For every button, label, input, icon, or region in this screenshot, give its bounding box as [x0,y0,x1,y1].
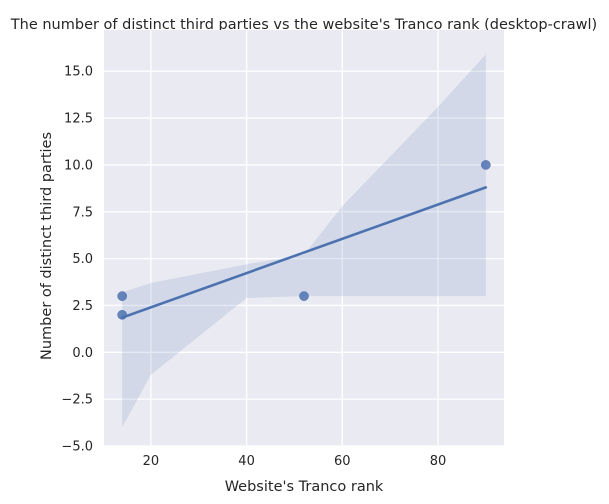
y-tick-label: 12.5 [64,112,93,127]
scatter-point [480,160,491,170]
y-axis-label: Number of distinct third parties [39,132,55,360]
x-tick-label: 60 [334,454,351,469]
regression-line-group [120,186,488,319]
x-axis-label: Website's Tranco rank [225,479,384,495]
chart-title: The number of distinct third parties vs … [10,17,597,33]
scatter-points [117,160,491,320]
y-tick-label: 10.0 [64,158,93,173]
scatter-point [299,291,309,301]
y-tick-label: −5.0 [61,440,93,455]
x-tick-label: 40 [238,454,255,469]
scatter-point [117,309,128,320]
y-tick-label: 2.5 [72,299,93,314]
y-tick-label: 0.0 [72,346,93,361]
confidence-band-area [122,54,486,428]
x-tick-labels: 20 40 60 80 [143,454,447,469]
y-tick-label: −2.5 [61,393,93,408]
x-tick-label: 80 [430,454,447,469]
regression-line [120,186,488,319]
grid-lines [104,30,504,447]
y-tick-label: 5.0 [72,252,93,267]
x-tick-label: 20 [143,454,160,469]
y-tick-label: 7.5 [72,205,93,220]
y-tick-label: 15.0 [64,65,93,80]
y-tick-labels: −5.0 −2.5 0.0 2.5 5.0 7.5 10.0 12.5 15.0 [61,65,93,455]
confidence-band [122,54,486,428]
scatter-point [117,291,128,301]
